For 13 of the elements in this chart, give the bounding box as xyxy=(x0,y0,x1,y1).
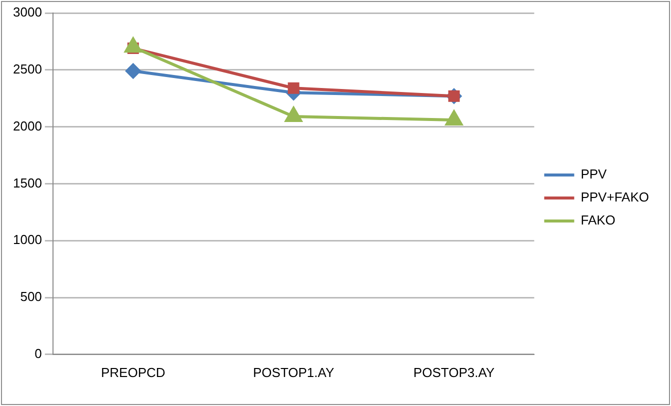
legend-label: PPV xyxy=(580,166,608,182)
y-tick-label: 500 xyxy=(20,289,42,304)
y-tick-label: 2000 xyxy=(13,118,42,134)
y-tick-label: 1000 xyxy=(13,232,42,248)
y-tick-label: 0 xyxy=(34,346,42,361)
x-tick-label: POSTOP1.AY xyxy=(252,364,334,380)
legend-label: PPV+FAKO xyxy=(580,190,650,205)
y-tick-label: 2500 xyxy=(13,61,42,76)
x-tick-label: PREOPCD xyxy=(100,364,166,380)
y-tick-label: 3000 xyxy=(13,4,42,20)
x-tick-label: POSTOP3.AY xyxy=(413,364,495,380)
y-tick-label: 1500 xyxy=(13,175,42,190)
legend-label: FAKO xyxy=(580,212,616,228)
